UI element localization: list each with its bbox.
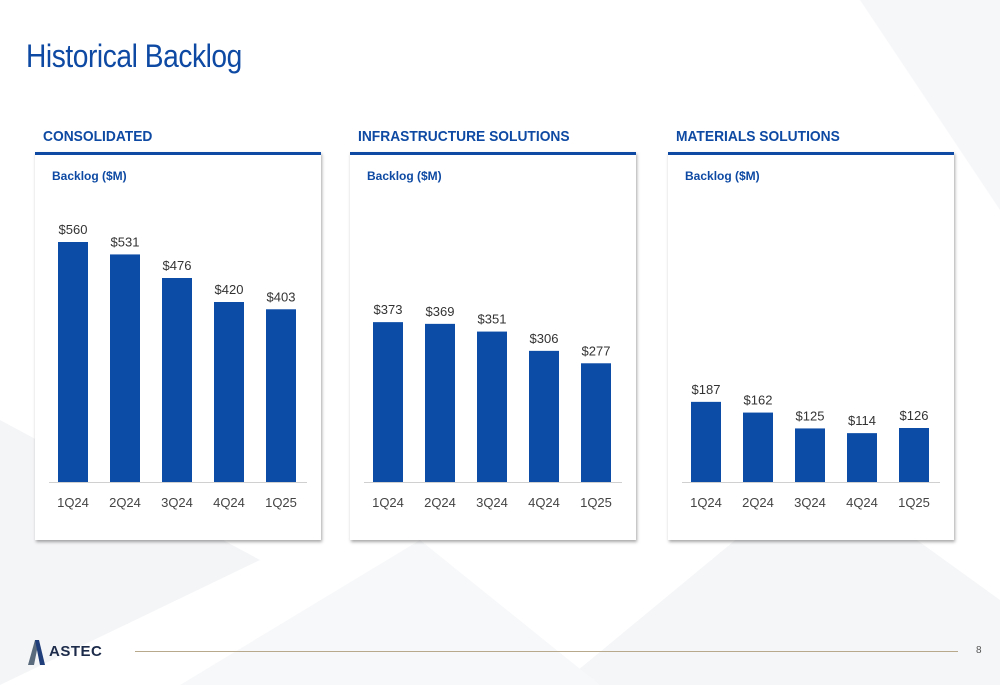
data-label: $403 <box>267 289 296 304</box>
data-label: $560 <box>59 222 88 237</box>
x-tick-label: 2Q24 <box>109 495 141 510</box>
data-label: $187 <box>692 382 721 397</box>
bar-1q24 <box>58 242 88 482</box>
bar-1q25 <box>581 363 611 482</box>
bar-1q24 <box>691 401 721 482</box>
bar-2q24 <box>110 254 140 482</box>
logo-text: ASTEC <box>49 643 103 660</box>
data-label: $162 <box>744 393 773 408</box>
footer-divider <box>135 651 958 652</box>
bar-chart-infrastructure: $373 1Q24 $369 2Q24 $351 3Q24 $306 4Q24 $277 1Q25 <box>364 302 622 510</box>
chart-card: Backlog ($M) $373 1Q24 $369 2Q24 $351 3Q24 $30… <box>350 152 636 540</box>
bar-1q24 <box>373 322 403 482</box>
x-tick-label: 1Q25 <box>265 495 297 510</box>
panel-materials-solutions: MATERIALS SOLUTIONS Backlog ($M) $187 1Q2… <box>668 128 954 540</box>
chart-axis-label: Backlog ($M) <box>367 169 442 183</box>
panel-heading: CONSOLIDATED <box>43 128 153 145</box>
x-tick-label: 4Q24 <box>213 495 245 510</box>
chart-card: Backlog ($M) $187 1Q24 $162 2Q24 $125 3Q24 $11… <box>668 152 954 540</box>
x-tick-label: 1Q25 <box>580 495 612 510</box>
page-number: 8 <box>976 645 982 656</box>
data-label: $114 <box>848 413 876 428</box>
x-tick-label: 3Q24 <box>794 495 826 510</box>
data-label: $277 <box>582 343 611 358</box>
data-label: $126 <box>900 408 929 423</box>
x-tick-label: 1Q24 <box>57 495 89 510</box>
panel-infrastructure-solutions: INFRASTRUCTURE SOLUTIONS Backlog ($M) $3… <box>350 128 636 540</box>
x-tick-label: 1Q24 <box>372 495 404 510</box>
bar-chart-materials: $187 1Q24 $162 2Q24 $125 3Q24 $114 4Q24 $126 1Q25 <box>682 382 940 510</box>
bar-2q24 <box>425 323 455 482</box>
x-tick-label: 2Q24 <box>742 495 774 510</box>
astec-logo-icon <box>28 640 45 665</box>
bar-4q24 <box>214 302 244 482</box>
data-label: $476 <box>163 258 192 273</box>
page-title: Historical Backlog <box>26 38 242 74</box>
bar-3q24 <box>162 278 192 482</box>
panel-heading: INFRASTRUCTURE SOLUTIONS <box>358 128 570 145</box>
x-tick-label: 4Q24 <box>846 495 878 510</box>
panel-heading: MATERIALS SOLUTIONS <box>676 128 840 145</box>
x-tick-label: 3Q24 <box>161 495 193 510</box>
data-label: $369 <box>426 304 455 319</box>
x-tick-label: 3Q24 <box>476 495 508 510</box>
x-tick-label: 2Q24 <box>424 495 456 510</box>
chart-card: Backlog ($M) $560 1Q24 $531 2Q24 $476 3Q24 $42… <box>35 152 321 540</box>
chart-axis-label: Backlog ($M) <box>52 169 127 183</box>
data-label: $306 <box>530 331 559 346</box>
data-label: $420 <box>215 282 244 297</box>
bar-1q25 <box>899 428 929 482</box>
chart-axis-label: Backlog ($M) <box>685 169 760 183</box>
x-tick-label: 1Q24 <box>690 495 722 510</box>
data-label: $351 <box>478 312 507 327</box>
bar-3q24 <box>795 428 825 482</box>
data-label: $531 <box>111 234 140 249</box>
data-label: $373 <box>374 302 403 317</box>
bar-chart-consolidated: $560 1Q24 $531 2Q24 $476 3Q24 $420 4Q24 $403 1Q25 <box>49 222 307 510</box>
bar-4q24 <box>847 433 877 482</box>
x-tick-label: 4Q24 <box>528 495 560 510</box>
bar-1q25 <box>266 309 296 482</box>
bar-2q24 <box>743 412 773 482</box>
data-label: $125 <box>796 408 825 423</box>
bar-3q24 <box>477 331 507 482</box>
bar-4q24 <box>529 350 559 482</box>
panel-consolidated: CONSOLIDATED Backlog ($M) $560 1Q24 $531 2Q… <box>35 128 321 540</box>
x-tick-label: 1Q25 <box>898 495 930 510</box>
